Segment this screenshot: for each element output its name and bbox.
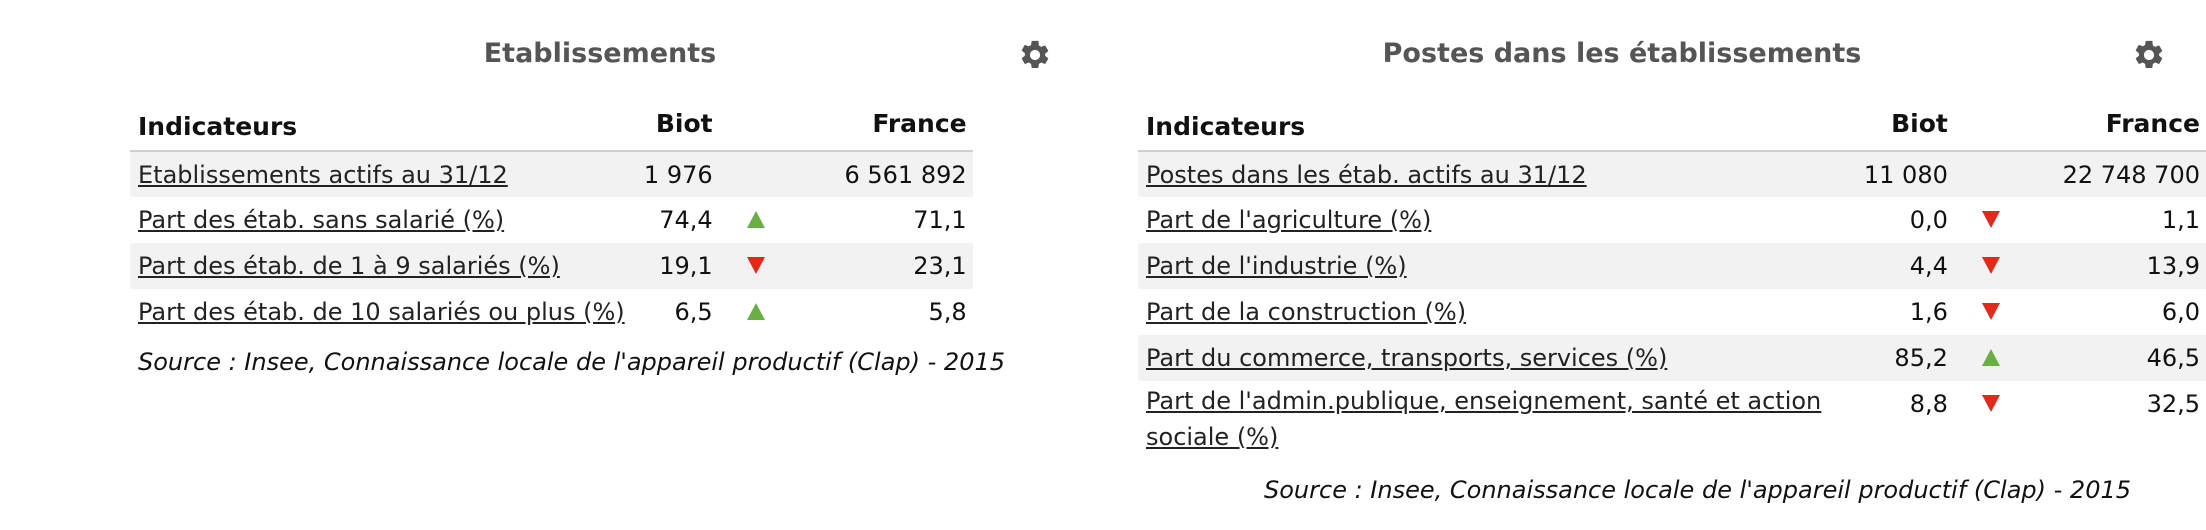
indicators-table: Indicateurs Biot France Postes dans les …: [1138, 96, 2206, 461]
indicator-link[interactable]: Etablissements actifs au 31/12: [138, 161, 508, 189]
table-row: Part de l'industrie (%) 4,4 13,9: [1138, 243, 2206, 289]
biot-value: 85,2: [1855, 335, 1954, 381]
trend-down-icon: [1982, 211, 2001, 228]
table-row: Part de l'agriculture (%) 0,0 1,1: [1138, 197, 2206, 243]
france-value: 46,5: [2028, 335, 2206, 381]
trend-down-icon: [1982, 303, 2001, 320]
biot-value: 6,5: [674, 298, 713, 326]
indicators-table: Indicateurs Biot France Etablissements a…: [130, 96, 973, 335]
col-header-biot: Biot: [1855, 96, 1954, 152]
source-note: Source : Insee, Connaissance locale de l…: [1264, 476, 2131, 504]
panel-title: Etablissements: [483, 38, 717, 69]
panel-title: Postes dans les établissements: [1382, 38, 1862, 69]
table-row: Part des étab. de 10 salariés ou plus (%…: [130, 289, 973, 335]
table-header: Indicateurs Biot France: [1138, 96, 2206, 152]
indicator-link[interactable]: Postes dans les étab. actifs au 31/12: [1146, 161, 1587, 189]
indicator-link[interactable]: Part de l'admin.publique, enseignement, …: [1146, 387, 1822, 451]
france-value: 71,1: [913, 206, 967, 234]
biot-value: 19,1: [630, 243, 719, 289]
col-header-france: France: [792, 96, 973, 152]
france-value: 6 561 892: [792, 151, 973, 197]
france-value: 32,5: [2146, 390, 2200, 418]
france-value: 13,9: [2028, 243, 2206, 289]
trend-down-icon: [1982, 257, 2001, 274]
gear-icon[interactable]: [1018, 38, 1052, 72]
indicator-link[interactable]: Part des étab. sans salarié (%): [138, 206, 505, 234]
biot-value: 11 080: [1855, 151, 1954, 197]
france-value: 5,8: [928, 298, 967, 326]
table-row: Part de la construction (%) 1,6 6,0: [1138, 289, 2206, 335]
indicator-link[interactable]: Part des étab. de 1 à 9 salariés (%): [138, 252, 560, 280]
biot-value: 0,0: [1909, 206, 1948, 234]
france-value: 23,1: [792, 243, 973, 289]
col-header-indicateurs: Indicateurs: [130, 96, 631, 152]
trend-up-icon: [1982, 349, 2001, 366]
col-header-biot: Biot: [630, 96, 719, 152]
france-value: 6,0: [2161, 298, 2200, 326]
table-row: Part des étab. de 1 à 9 salariés (%) 19,1…: [130, 243, 973, 289]
biot-value: 74,4: [659, 206, 713, 234]
table-header: Indicateurs Biot France: [130, 96, 973, 152]
source-note: Source : Insee, Connaissance locale de l…: [138, 348, 1005, 376]
france-value: 22 748 700: [2028, 151, 2206, 197]
biot-value: 8,8: [1909, 390, 1948, 418]
trend-down-icon: [746, 257, 765, 274]
biot-value: 1,6: [1909, 298, 1948, 326]
indicator-link[interactable]: Part de la construction (%): [1146, 298, 1467, 326]
table-row: Part des étab. sans salarié (%) 74,4 71,1: [130, 197, 973, 243]
table-row: Part du commerce, transports, services (…: [1138, 335, 2206, 381]
col-header-indicateurs: Indicateurs: [1138, 96, 1856, 152]
table-row: Postes dans les étab. actifs au 31/12 11 …: [1138, 151, 2206, 197]
indicator-link[interactable]: Part des étab. de 10 salariés ou plus (%…: [138, 298, 625, 326]
trend-up-icon: [746, 211, 765, 228]
france-value: 1,1: [2161, 206, 2200, 234]
indicator-link[interactable]: Part du commerce, transports, services (…: [1146, 344, 1668, 372]
biot-value: 4,4: [1855, 243, 1954, 289]
indicator-link[interactable]: Part de l'agriculture (%): [1146, 206, 1432, 234]
trend-up-icon: [746, 303, 765, 320]
trend-down-icon: [1982, 395, 2001, 412]
table-row: Etablissements actifs au 31/12 1 976 6 561…: [130, 151, 973, 197]
indicator-link[interactable]: Part de l'industrie (%): [1146, 252, 1407, 280]
gear-icon[interactable]: [2132, 38, 2166, 72]
col-header-france: France: [2028, 96, 2206, 152]
table-row: Part de l'admin.publique, enseignement, …: [1138, 381, 2206, 461]
biot-value: 1 976: [630, 151, 719, 197]
